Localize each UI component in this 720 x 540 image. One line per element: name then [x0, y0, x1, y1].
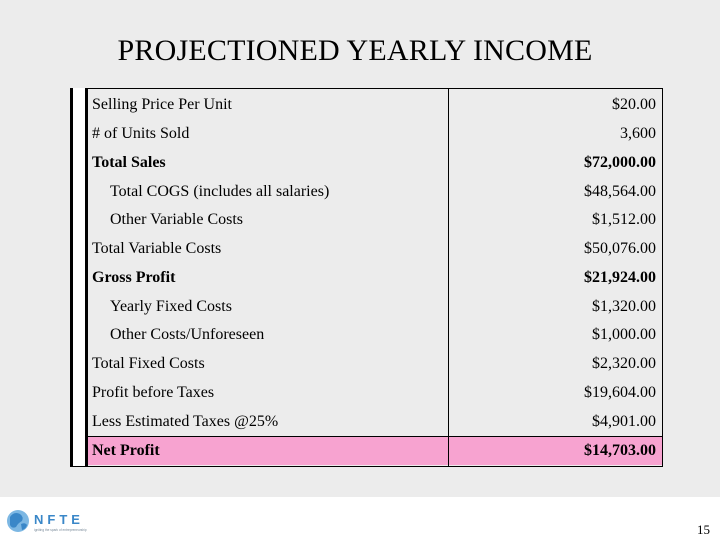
row-value: $1,320.00: [592, 298, 656, 315]
row-label: Total COGS (includes all salaries): [110, 183, 330, 200]
row-value: $72,000.00: [584, 154, 656, 171]
column-divider: [448, 88, 449, 466]
table-row-units-sold: # of Units Sold 3,600: [88, 119, 662, 148]
table-row-net-profit: Net Profit $14,703.00: [88, 436, 662, 465]
income-table: [70, 88, 663, 467]
row-label: Yearly Fixed Costs: [110, 298, 232, 315]
row-label: Other Variable Costs: [110, 211, 244, 228]
row-label: Total Variable Costs: [92, 240, 222, 257]
table-row-estimated-taxes: Less Estimated Taxes @25% $4,901.00: [88, 407, 662, 436]
table-row-other-costs: Other Costs/Unforeseen $1,000.00: [88, 320, 662, 349]
row-value: $1,000.00: [592, 326, 656, 343]
table-row-total-cogs: Total COGS (includes all salaries) $48,5…: [88, 177, 662, 206]
row-value: $2,320.00: [592, 355, 656, 372]
page-number: 15: [697, 522, 710, 537]
table-row-total-fixed-costs: Total Fixed Costs $2,320.00: [88, 349, 662, 378]
row-label: Selling Price Per Unit: [92, 96, 232, 113]
table-row-profit-before-taxes: Profit before Taxes $19,604.00: [88, 378, 662, 407]
row-value: 3,600: [620, 125, 656, 142]
table-left-bar: [70, 88, 88, 466]
row-divider: [88, 436, 448, 437]
row-label: Total Sales: [92, 154, 166, 171]
row-value: $14,703.00: [584, 442, 656, 459]
row-label: Net Profit: [92, 442, 160, 459]
row-label: # of Units Sold: [92, 125, 190, 142]
table-row-yearly-fixed-costs: Yearly Fixed Costs $1,320.00: [88, 292, 662, 321]
logo-text: NFTE: [34, 512, 84, 527]
table-row-selling-price: Selling Price Per Unit $20.00: [88, 90, 662, 119]
row-value: $1,512.00: [592, 211, 656, 228]
row-value: $21,924.00: [584, 269, 656, 286]
row-value: $20.00: [612, 96, 656, 113]
row-label: Other Costs/Unforeseen: [110, 326, 265, 343]
table-row-gross-profit: Gross Profit $21,924.00: [88, 263, 662, 292]
row-label: Less Estimated Taxes @25%: [92, 413, 279, 430]
row-label: Gross Profit: [92, 269, 176, 286]
table-row-total-sales: Total Sales $72,000.00: [88, 148, 662, 177]
row-value: $50,076.00: [584, 240, 656, 257]
row-value: $4,901.00: [592, 413, 656, 430]
slide-title: PROJECTIONED YEARLY INCOME: [117, 34, 593, 67]
row-divider: [448, 436, 662, 437]
row-value: $48,564.00: [584, 183, 656, 200]
nfte-logo: NFTE igniting the spark of entrepreneurs…: [7, 510, 87, 532]
row-value: $19,604.00: [584, 384, 656, 401]
table-row-total-variable-costs: Total Variable Costs $50,076.00: [88, 234, 662, 263]
row-label: Profit before Taxes: [92, 384, 215, 401]
table-row-other-variable-costs: Other Variable Costs $1,512.00: [88, 205, 662, 234]
footer: [0, 497, 720, 540]
row-label: Total Fixed Costs: [92, 355, 205, 372]
logo-tagline: igniting the spark of entrepreneurship: [34, 528, 87, 532]
